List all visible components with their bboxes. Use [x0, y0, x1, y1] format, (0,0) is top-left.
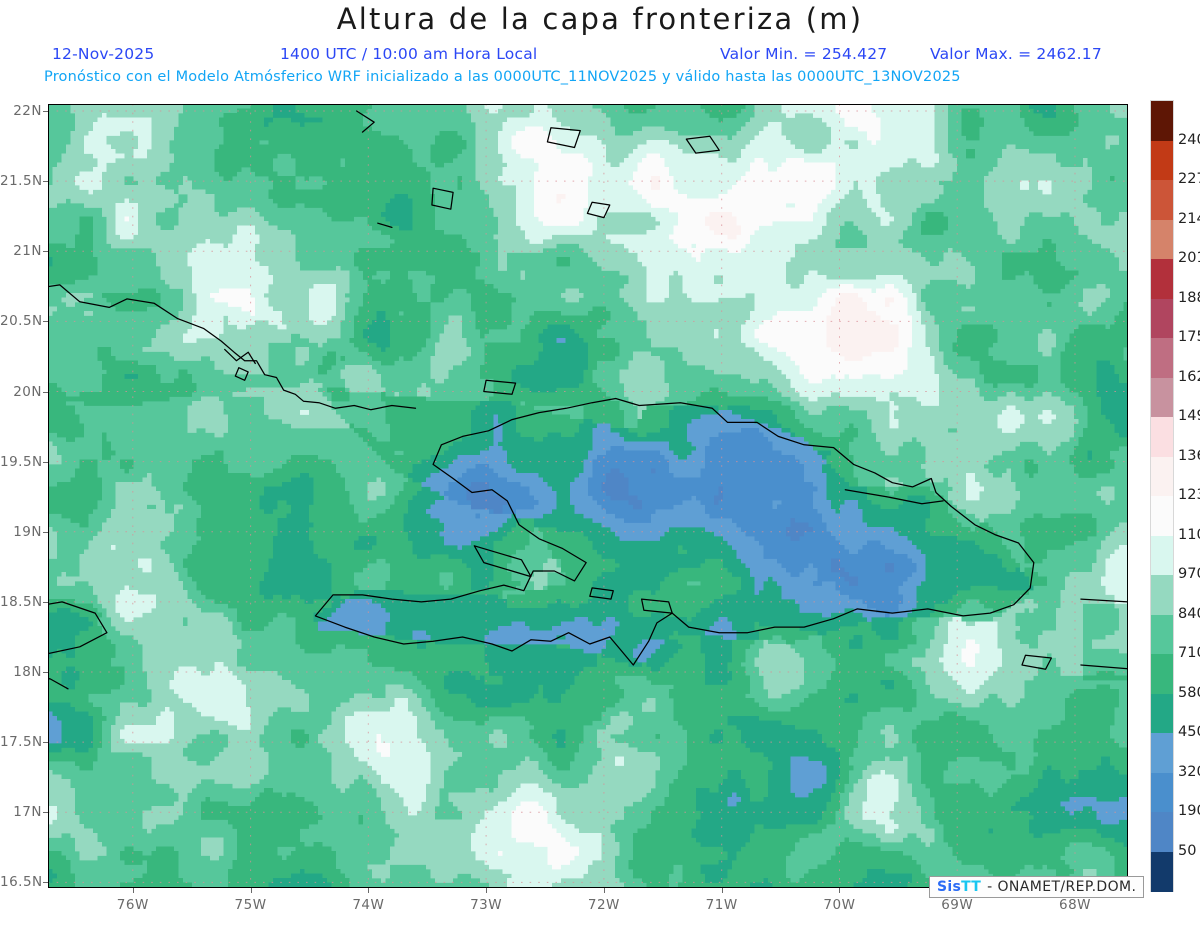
lat-tick-mark — [43, 321, 48, 323]
colorbar-tick-label: 2010 — [1178, 250, 1200, 266]
colorbar-segment — [1151, 772, 1173, 813]
colorbar-tick-label: 2140 — [1178, 210, 1200, 227]
lat-tick-label: 21N — [13, 243, 42, 260]
lat-tick-label: 17N — [13, 804, 42, 821]
colorbar-tick-label: 450 — [1178, 724, 1200, 740]
lat-tick-mark — [43, 461, 48, 463]
colorbar-tick-label: 710 — [1178, 645, 1200, 661]
colorbar-tick-label: 1750 — [1178, 329, 1200, 345]
colorbar-segment — [1151, 496, 1173, 537]
colorbar-segment — [1151, 851, 1173, 892]
lon-tick-label: 69W — [941, 897, 974, 913]
lon-tick-label: 76W — [116, 897, 149, 913]
colorbar-tick-label: 190 — [1178, 803, 1200, 819]
lon-tick-label: 75W — [234, 897, 267, 913]
lat-tick-mark — [43, 251, 48, 253]
colorbar-segment — [1151, 733, 1173, 774]
colorbar-segment — [1151, 101, 1173, 142]
map-canvas — [48, 104, 1128, 888]
colorbar-segment — [1151, 259, 1173, 300]
lon-tick-mark — [721, 888, 723, 893]
credit-org-text: - ONAMET/REP.DOM. — [987, 879, 1137, 895]
credit-tt-text: TT — [961, 879, 982, 895]
lon-tick-mark — [839, 888, 841, 893]
colorbar-segment — [1151, 654, 1173, 695]
colorbar-tick-label: 580 — [1178, 684, 1200, 701]
lon-tick-mark — [250, 888, 252, 893]
colorbar-tick-label: 2270 — [1178, 171, 1200, 187]
colorbar-segment — [1151, 338, 1173, 379]
lat-tick-label: 19N — [13, 523, 42, 540]
pbl-height-field — [48, 104, 1128, 888]
lat-tick-mark — [43, 812, 48, 814]
colorbar-tick-label: 50 — [1178, 842, 1197, 859]
colorbar-segment — [1151, 219, 1173, 260]
colorbar-tick-label: 1880 — [1178, 289, 1200, 306]
lat-tick-label: 22N — [13, 103, 42, 119]
colorbar-tick-label: 1100 — [1178, 526, 1200, 543]
colorbar-segment — [1151, 812, 1173, 853]
coastlines — [48, 110, 1128, 690]
lon-tick-mark — [486, 888, 488, 893]
map-raster — [48, 104, 1128, 888]
forecast-time: 1400 UTC / 10:00 am Hora Local — [280, 45, 538, 63]
lon-tick-label: 68W — [1058, 897, 1092, 913]
model-description: Pronóstico con el Modelo Atmósferico WRF… — [44, 69, 961, 85]
colorbar-tick-label: 1230 — [1178, 487, 1200, 503]
colorbar — [1150, 100, 1174, 892]
colorbar-segment — [1151, 417, 1173, 458]
colorbar-tick-label: 2400 — [1178, 131, 1200, 148]
lat-tick-mark — [43, 882, 48, 884]
colorbar-segment — [1151, 614, 1173, 655]
lat-tick-label: 21.5N — [0, 173, 43, 190]
lat-tick-label: 18.5N — [0, 593, 43, 610]
lat-tick-mark — [43, 672, 48, 673]
lat-tick-mark — [43, 531, 48, 533]
colorbar-tick-label: 1620 — [1178, 368, 1200, 385]
colorbar-segment — [1151, 140, 1173, 181]
colorbar-tick-label: 840 — [1178, 605, 1200, 622]
lon-tick-mark — [368, 888, 370, 893]
colorbar-segment — [1151, 535, 1173, 576]
lat-tick-label: 20.5N — [0, 313, 43, 330]
lon-tick-label: 73W — [470, 897, 503, 913]
colorbar-segment — [1151, 298, 1173, 339]
value-max-label: Valor Max. = 2462.17 — [930, 45, 1102, 63]
lat-tick-mark — [43, 391, 48, 393]
colorbar-segment — [1151, 456, 1173, 497]
value-min-label: Valor Min. = 254.427 — [720, 45, 888, 63]
lat-tick-label: 17.5N — [0, 734, 43, 751]
colorbar-segment — [1151, 377, 1173, 418]
lon-tick-label: 71W — [705, 897, 738, 913]
lat-tick-label: 16.5N — [0, 874, 43, 891]
lat-tick-mark — [43, 181, 48, 183]
colorbar-segment — [1151, 575, 1173, 616]
lon-tick-mark — [132, 888, 134, 893]
colorbar-segment — [1151, 180, 1173, 221]
colorbar-tick-label: 320 — [1178, 763, 1200, 780]
colorbar-tick-label: 970 — [1178, 566, 1200, 582]
colorbar-tick-label: 1490 — [1178, 408, 1200, 424]
lat-tick-label: 20N — [13, 383, 42, 400]
credit-sis-text: Sis — [937, 879, 962, 895]
colorbar-segment — [1151, 693, 1173, 734]
forecast-date: 12-Nov-2025 — [52, 45, 155, 63]
credit-badge: Sis TT - ONAMET/REP.DOM. — [929, 876, 1145, 898]
page-title: Altura de la capa fronteriza (m) — [336, 2, 864, 36]
lat-tick-label: 19.5N — [0, 453, 43, 470]
lon-tick-label: 72W — [587, 897, 620, 913]
lon-tick-label: 70W — [823, 897, 856, 913]
lon-tick-mark — [603, 888, 605, 893]
lat-tick-mark — [43, 111, 48, 112]
lat-tick-label: 18N — [13, 664, 42, 680]
colorbar-tick-label: 1360 — [1178, 447, 1200, 464]
lon-tick-label: 74W — [352, 897, 385, 913]
lat-tick-mark — [43, 601, 48, 603]
lat-tick-mark — [43, 742, 48, 744]
